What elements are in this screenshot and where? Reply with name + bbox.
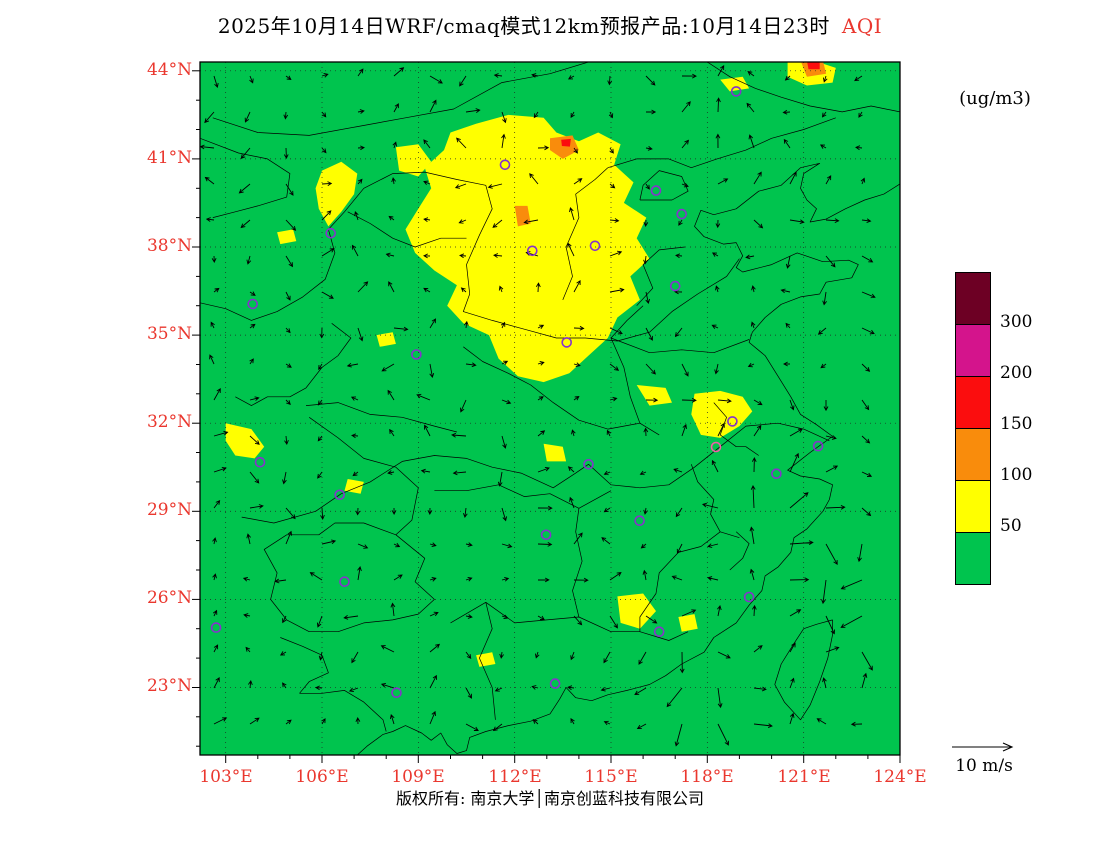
lon-tick-label: 103°E: [199, 767, 253, 787]
lon-tick-label: 118°E: [680, 767, 734, 787]
lon-tick-label: 115°E: [584, 767, 638, 787]
colorbar-level-label: 50: [1000, 516, 1022, 536]
lat-tick-label: 41°N: [146, 148, 192, 168]
wind-scale-arrow: [952, 742, 1014, 752]
colorbar-segment: [956, 480, 990, 532]
lon-tick-label: 121°E: [777, 767, 831, 787]
lon-tick-label: 106°E: [295, 767, 349, 787]
page-title: 2025年10月14日WRF/cmaq模式12km预报产品:10月14日23时 A…: [0, 10, 1100, 39]
lat-tick-label: 32°N: [146, 412, 192, 432]
lon-tick-label: 124°E: [873, 767, 927, 787]
colorbar-segment: [956, 324, 990, 376]
lon-tick-label: 112°E: [488, 767, 542, 787]
colorbar-segment: [956, 532, 990, 584]
colorbar-segment: [956, 273, 990, 324]
lat-tick-label: 26°N: [146, 588, 192, 608]
colorbar-level-label: 100: [1000, 465, 1033, 485]
lat-tick-label: 23°N: [146, 676, 192, 696]
lat-tick-label: 38°N: [146, 236, 192, 256]
colorbar-segment: [956, 428, 990, 480]
wind-scale-label: 10 m/s: [955, 756, 1013, 776]
title-main: 2025年10月14日WRF/cmaq模式12km预报产品:10月14日23时: [217, 14, 830, 38]
copyright: 版权所有: 南京大学│南京创蓝科技有限公司: [395, 789, 705, 808]
title-variable-aqi: AQI: [841, 14, 883, 38]
colorbar-level-label: 150: [1000, 414, 1033, 434]
colorbar-level-label: 200: [1000, 363, 1033, 383]
lat-tick-label: 35°N: [146, 324, 192, 344]
colorbar: [955, 272, 991, 585]
lat-tick-label: 44°N: [146, 60, 192, 80]
colorbar-level-label: 300: [1000, 312, 1033, 332]
lat-tick-label: 29°N: [146, 500, 192, 520]
colorbar-segment: [956, 376, 990, 428]
colorbar-units-label: (ug/m3): [959, 88, 1031, 109]
lon-tick-label: 109°E: [391, 767, 445, 787]
